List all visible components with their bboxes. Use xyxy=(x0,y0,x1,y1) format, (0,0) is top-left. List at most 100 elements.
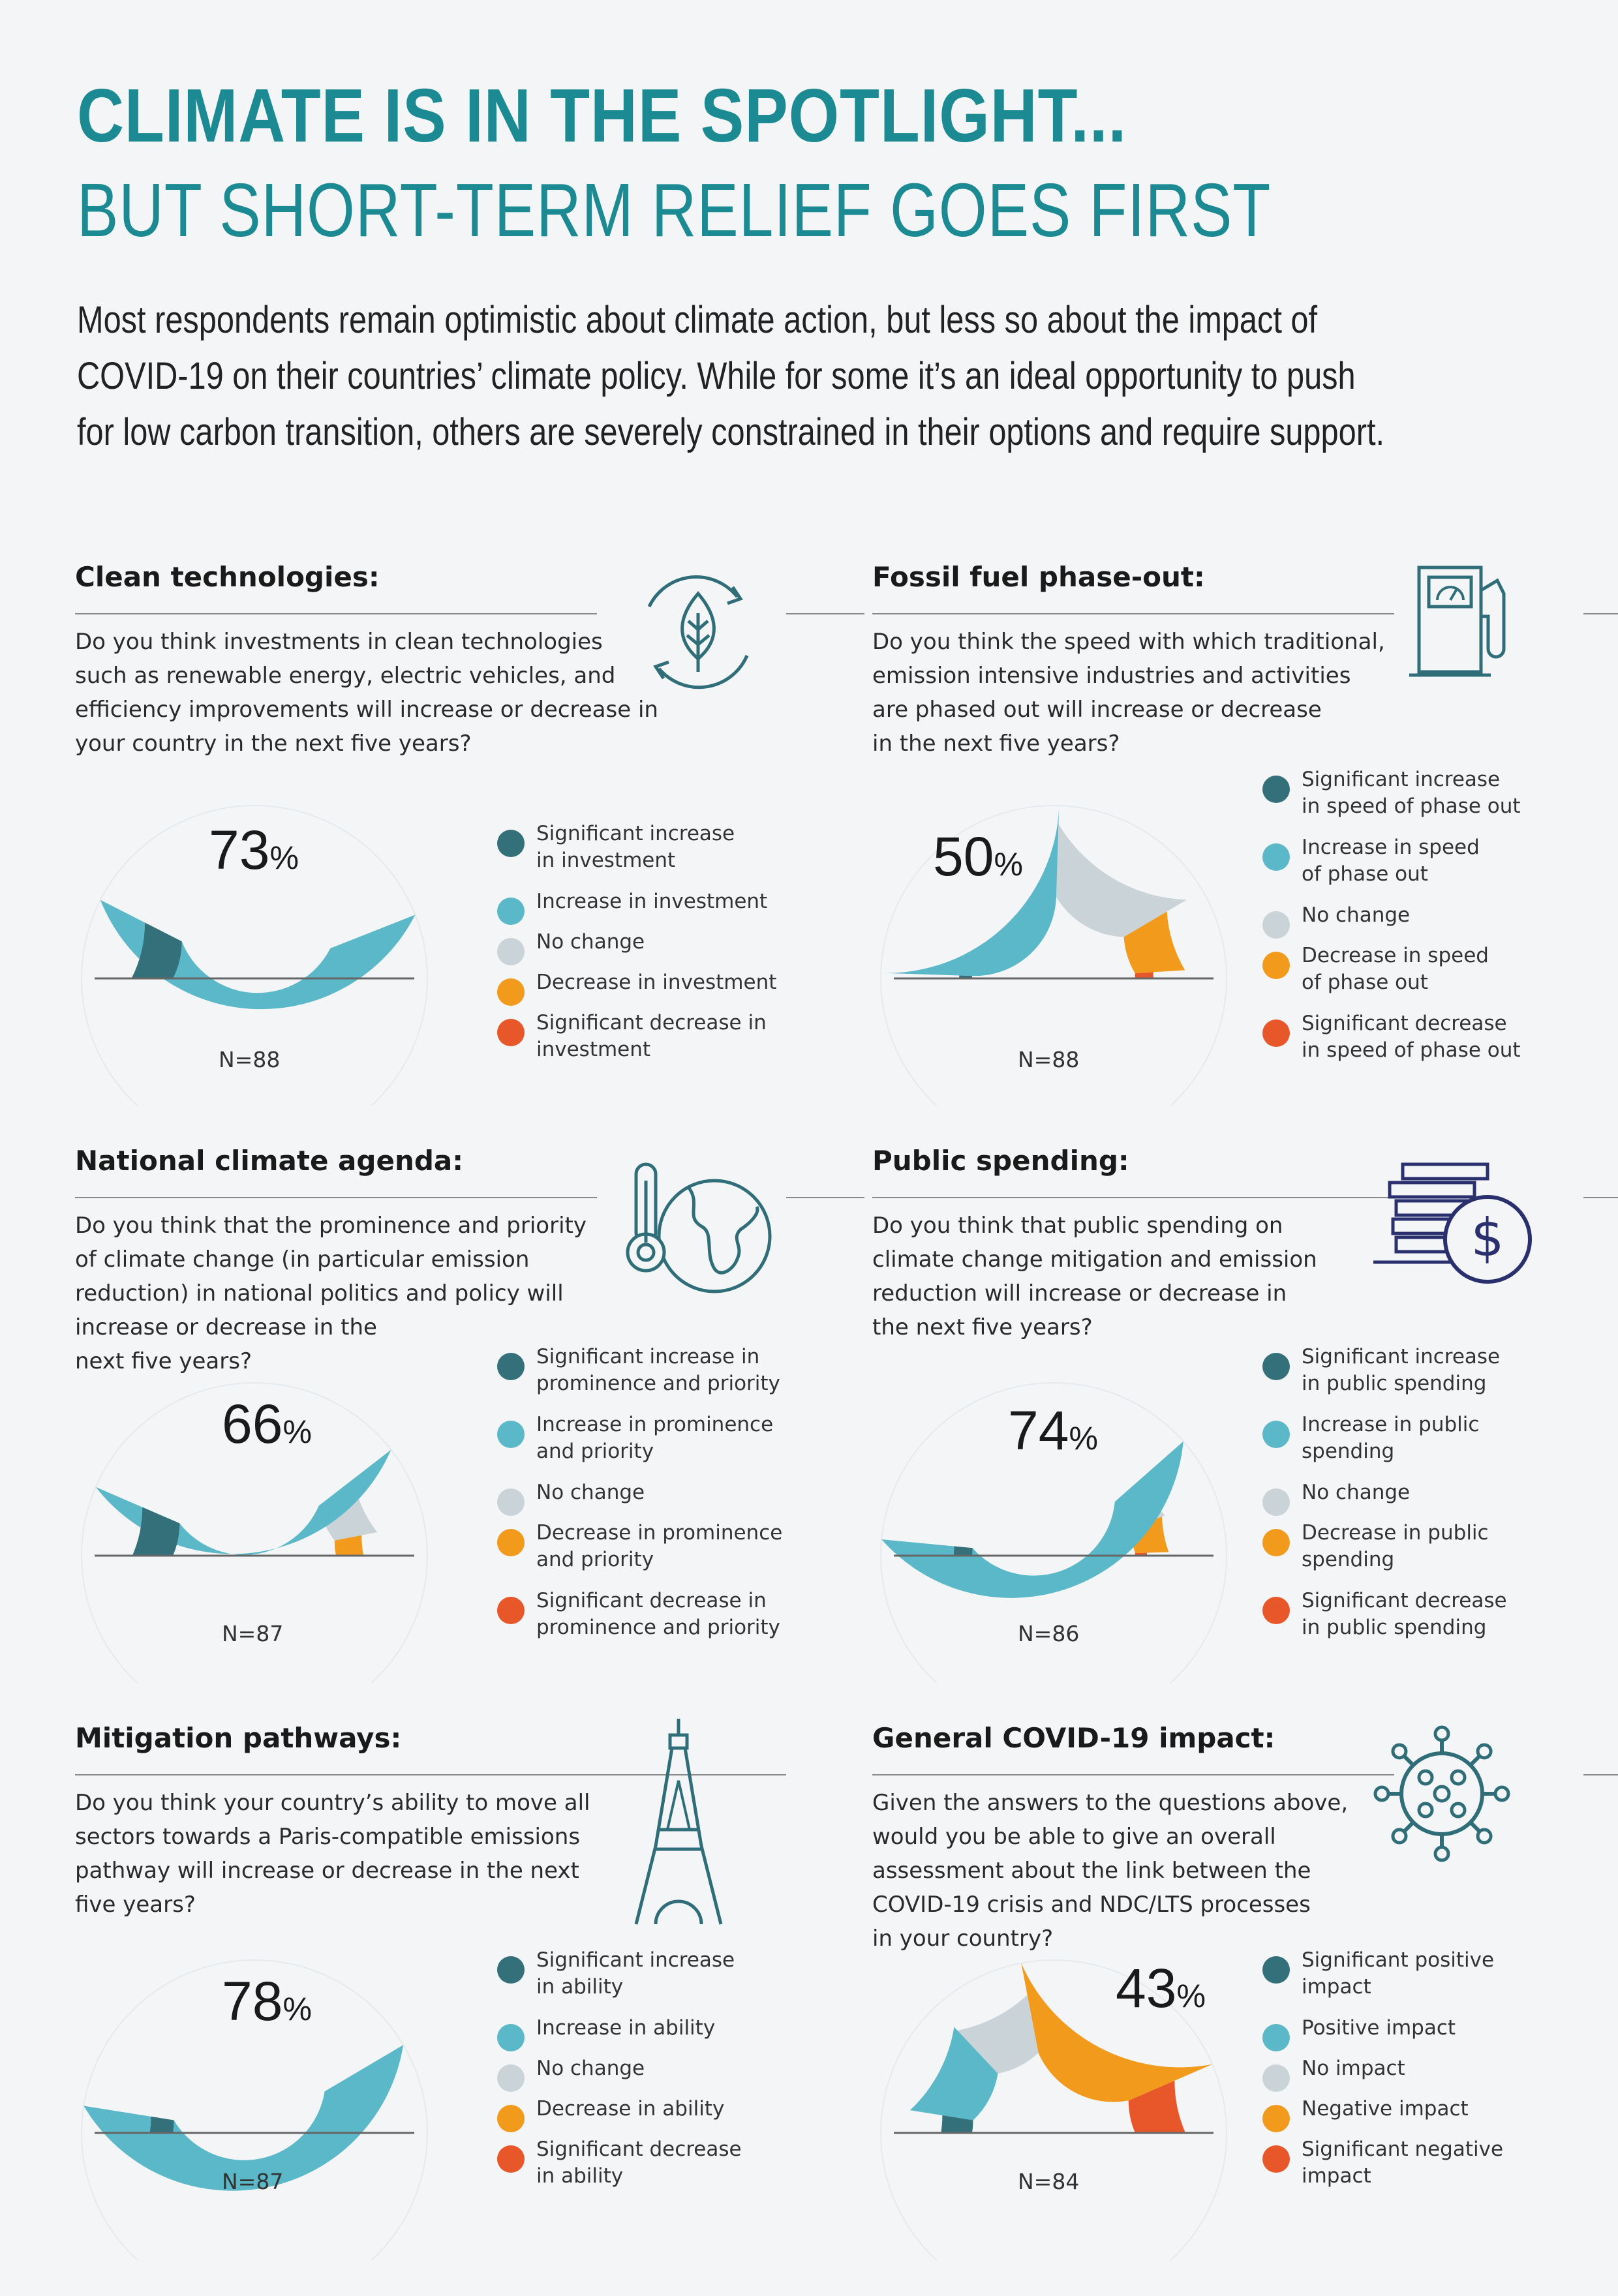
legend-label: Significant increase in speed of phase ou… xyxy=(1302,766,1521,820)
gauge-chart xyxy=(75,1344,440,1729)
svg-text:$: $ xyxy=(1471,1207,1504,1268)
legend-swatch xyxy=(497,898,525,925)
legend-label-line: Significant increase xyxy=(1302,768,1501,791)
highlight-value: 50 xyxy=(933,826,994,887)
highlight-value: 66 xyxy=(222,1393,283,1455)
legend-label: Significant positive impact xyxy=(1302,1947,1494,2001)
title-rule xyxy=(1583,1197,1618,1198)
percent-symbol: % xyxy=(994,846,1023,883)
title-rule xyxy=(786,1197,864,1198)
legend-label-line: Increase in speed xyxy=(1302,836,1480,859)
highlight-percentage: 66% xyxy=(222,1393,312,1456)
gauge-segment xyxy=(149,2116,174,2133)
legend-swatch xyxy=(497,2105,525,2132)
legend-label-line: Decrease in prominence xyxy=(536,1521,783,1545)
legend-label: Decrease in speed of phase out xyxy=(1302,943,1489,996)
legend-label-line: impact xyxy=(1302,2164,1371,2188)
legend-swatch xyxy=(1262,952,1290,979)
gauge-chart xyxy=(874,766,1240,1152)
legend-label: Significant decrease in public spending xyxy=(1302,1588,1507,1641)
legend-label-line: in ability xyxy=(536,1975,624,1999)
legend-label: No impact xyxy=(1302,2055,1405,2082)
title-rule xyxy=(872,1197,1394,1198)
chart-panel: Public spending: Do you think that public… xyxy=(872,1145,1618,1719)
virus-icon xyxy=(1373,1725,1510,1862)
gauge-segment xyxy=(941,2115,973,2133)
legend-label-line: Significant increase in xyxy=(536,1345,760,1368)
legend-label-line: No change xyxy=(536,1481,645,1504)
question-line: of climate change (in particular emissio… xyxy=(75,1246,530,1273)
legend-swatch xyxy=(497,1421,525,1448)
sample-size-label: N=88 xyxy=(219,1047,281,1072)
percent-symbol: % xyxy=(1069,1420,1098,1457)
legend-label-line: Significant increase xyxy=(536,822,735,845)
legend-label-line: Decrease in public xyxy=(1302,1521,1489,1545)
legend-label-line: in public spending xyxy=(1302,1616,1487,1639)
gauge-guide-ring xyxy=(880,1959,1227,2296)
legend-label-line: Significant negative xyxy=(1302,2137,1504,2161)
legend-swatch xyxy=(1262,1529,1290,1556)
chart-panel: National climate agenda: Do you think tha… xyxy=(75,1145,871,1719)
percent-symbol: % xyxy=(282,1413,312,1450)
legend-label: Increase in investment xyxy=(536,888,767,915)
question-line: five years? xyxy=(75,1892,196,1918)
legend-label-line: in speed of phase out xyxy=(1302,794,1521,818)
legend-label-line: No impact xyxy=(1302,2057,1405,2080)
gauge-svg xyxy=(81,1382,428,1729)
legend-swatch xyxy=(1262,2145,1290,2173)
eiffel-tower-icon xyxy=(634,1719,723,1925)
legend-label-line: Significant decrease xyxy=(536,2137,742,2161)
gauge-svg xyxy=(81,805,428,1152)
gauge-segment xyxy=(334,1535,364,1556)
legend-label: No change xyxy=(536,1479,645,1506)
legend-swatch xyxy=(1262,2064,1290,2092)
gauge-segment xyxy=(132,1507,180,1556)
sample-size-label: N=86 xyxy=(1018,1621,1080,1646)
legend-label-line: No change xyxy=(536,2057,645,2080)
gauge-segment xyxy=(1128,2080,1185,2133)
legend-label: Increase in prominence and priority xyxy=(536,1412,773,1465)
panel-title: Mitigation pathways: xyxy=(75,1722,402,1754)
legend-label: Significant decrease in ability xyxy=(536,2136,742,2190)
gauge-segment xyxy=(909,2027,998,2121)
legend-label-line: Significant positive xyxy=(1302,1948,1495,1972)
highlight-value: 73 xyxy=(209,819,270,881)
legend-label: Decrease in investment xyxy=(536,969,776,996)
chart-panel: Mitigation pathways: Do you think your co… xyxy=(75,1722,871,2296)
gauge-segment xyxy=(100,899,416,1010)
percent-symbol: % xyxy=(282,1991,312,2027)
title-rule xyxy=(872,613,1394,614)
percent-symbol: % xyxy=(1176,1978,1206,2014)
legend-label: Negative impact xyxy=(1302,2096,1469,2122)
question-line: efficiency improvements will increase or… xyxy=(75,697,658,723)
legend-label-line: Significant decrease xyxy=(1302,1012,1507,1035)
legend-swatch xyxy=(497,1353,525,1380)
gauge-segment xyxy=(1123,911,1185,974)
question-line: Do you think your country’s ability to m… xyxy=(75,1790,590,1816)
legend-swatch xyxy=(497,2145,525,2173)
legend-label-line: Decrease in investment xyxy=(536,971,777,994)
fuel-pump-icon xyxy=(1409,566,1506,677)
legend-label-line: and priority xyxy=(536,1440,654,1463)
gauge-chart xyxy=(75,1921,440,2296)
sample-size-label: N=87 xyxy=(222,1621,284,1646)
percent-symbol: % xyxy=(269,839,299,876)
question-line: emission intensive industries and activi… xyxy=(872,663,1351,689)
panel-title: Fossil fuel phase-out: xyxy=(872,561,1205,593)
title-rule xyxy=(75,613,597,614)
virus-icon xyxy=(1367,1722,1517,1869)
gauge-svg xyxy=(81,1959,428,2296)
legend-swatch xyxy=(497,2024,525,2051)
question-line: reduction) in national politics and poli… xyxy=(75,1280,564,1307)
legend-label-line: Increase in investment xyxy=(536,890,768,913)
legend-label: No change xyxy=(1302,902,1410,929)
legend-label: Significant negative impact xyxy=(1302,2136,1503,2190)
gauge-svg xyxy=(880,805,1227,1152)
highlight-percentage: 78% xyxy=(222,1970,312,2033)
gauge-segment xyxy=(131,922,182,978)
question-line: are phased out will increase or decrease xyxy=(872,697,1322,723)
legend-label-line: Significant increase xyxy=(536,1948,735,1972)
question-line: Given the answers to the questions above… xyxy=(872,1790,1349,1816)
legend-label: No change xyxy=(536,929,645,956)
